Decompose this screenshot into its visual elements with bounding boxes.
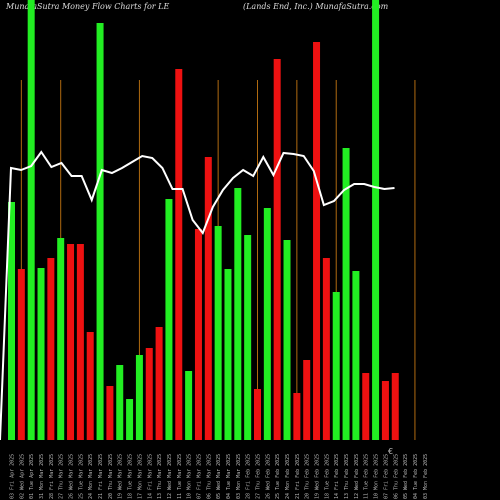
- x-tick-label: 10 Mon Feb 2025: [374, 454, 380, 499]
- inflow-bar: [224, 269, 232, 440]
- inflow-bar: [27, 0, 35, 440]
- inflow-bar: [372, 0, 380, 440]
- outflow-bar: [67, 244, 75, 440]
- x-tick-label: 05 Wed Mar 2025: [216, 454, 222, 499]
- x-tick-label: 14 Fri Mar 2025: [147, 454, 153, 499]
- axis-symbol: €: [388, 447, 393, 456]
- inflow-bar: [244, 235, 252, 440]
- x-tick-label: 31 Mon Mar 2025: [39, 454, 45, 499]
- outflow-bar: [86, 332, 94, 440]
- x-tick-label: 10 Mon Mar 2025: [187, 454, 193, 499]
- x-tick-label: 19 Wed Feb 2025: [315, 454, 321, 499]
- x-tick-label: 03 Mon Feb 2025: [423, 454, 429, 499]
- x-tick-label: 21 Fri Mar 2025: [98, 454, 104, 499]
- outflow-bar: [303, 360, 311, 440]
- outflow-bar: [76, 244, 84, 440]
- outflow-bar: [362, 373, 370, 440]
- x-tick-label: 24 Mon Feb 2025: [285, 454, 291, 499]
- x-tick-label: 28 Fri Mar 2025: [49, 454, 55, 499]
- inflow-bar: [135, 355, 143, 440]
- inflow-bar: [342, 148, 350, 440]
- x-tick-label: 11 Tue Mar 2025: [177, 454, 183, 499]
- chart-title: MunafaSutra Money Flow Charts for LE: [6, 2, 170, 11]
- inflow-bar: [234, 188, 242, 440]
- price-line: [0, 150, 395, 441]
- inflow-bar: [332, 292, 340, 440]
- x-tick-label: 07 Fri Feb 2025: [383, 454, 389, 499]
- outflow-bar: [106, 386, 114, 440]
- x-tick-label: 14 Fri Feb 2025: [334, 454, 340, 499]
- x-tick-label: 12 Wed Feb 2025: [354, 454, 360, 499]
- x-tick-label: 12 Wed Mar 2025: [167, 454, 173, 499]
- x-tick-label: 02 Wed Apr 2025: [19, 454, 25, 499]
- x-tick-label: 18 Tue Mar 2025: [128, 454, 134, 499]
- x-tick-label: 03 Fri Apr 2025: [10, 454, 16, 499]
- inflow-bar: [8, 202, 15, 440]
- x-tick-label: 03 Mon Mar 2025: [236, 454, 242, 499]
- x-tick-label: 13 Thu Mar 2025: [157, 454, 163, 499]
- outflow-bar: [47, 258, 55, 440]
- x-tick-label: 06 Thu Feb 2025: [393, 454, 399, 499]
- outflow-bar: [254, 389, 261, 440]
- outflow-bar: [293, 393, 301, 440]
- inflow-bar: [214, 226, 222, 440]
- outflow-bar: [391, 373, 399, 440]
- outflow-bar: [204, 157, 212, 440]
- inflow-bar: [57, 238, 65, 440]
- x-tick-label: 18 Tue Feb 2025: [324, 454, 330, 499]
- outflow-bar: [381, 381, 389, 440]
- x-tick-label: 06 Thu Mar 2025: [206, 454, 212, 499]
- x-tick-label: 17 Mon Mar 2025: [137, 454, 143, 499]
- outflow-bar: [145, 348, 153, 440]
- outflow-bar: [17, 269, 25, 440]
- inflow-bar: [165, 199, 173, 440]
- outflow-bar: [155, 327, 163, 440]
- x-tick-label: 27 Thu Mar 2025: [59, 454, 65, 499]
- inflow-bar: [37, 268, 45, 440]
- x-tick-label: 21 Fri Feb 2025: [295, 454, 301, 499]
- x-tick-label: 11 Tue Feb 2025: [364, 454, 370, 499]
- x-tick-label: 25 Tue Feb 2025: [275, 454, 281, 499]
- x-tick-label: 25 Tue Mar 2025: [78, 454, 84, 499]
- x-tick-label: 13 Thu Feb 2025: [344, 454, 350, 499]
- bars: [8, 0, 399, 440]
- chart-subtitle: (Lands End, Inc.) MunafaSutra.com: [243, 2, 389, 11]
- x-tick-label: 27 Thu Feb 2025: [256, 454, 262, 499]
- x-tick-labels: 03 Fri Apr 2025 02 Wed Apr 2025 01 Tue Apr…: [10, 454, 429, 499]
- x-tick-label: 20 Thu Feb 2025: [305, 454, 311, 499]
- inflow-bar: [116, 365, 124, 440]
- outflow-bar: [273, 59, 281, 440]
- outflow-bar: [322, 258, 330, 440]
- x-tick-label: 26 Wed Mar 2025: [69, 454, 75, 499]
- x-tick-label: 24 Mon Mar 2025: [88, 454, 94, 499]
- x-tick-label: 07 Fri Mar 2025: [196, 454, 202, 499]
- outflow-bar: [194, 229, 202, 440]
- inflow-bar: [283, 240, 291, 440]
- inflow-bar: [352, 271, 360, 440]
- outflow-bar: [313, 42, 321, 440]
- inflow-bar: [185, 371, 193, 440]
- outflow-bar: [175, 69, 183, 440]
- inflow-bar: [96, 23, 104, 440]
- x-tick-label: 04 Tue Mar 2025: [226, 454, 232, 499]
- x-tick-label: 01 Tue Apr 2025: [29, 454, 35, 499]
- x-tick-label: 20 Thu Mar 2025: [108, 454, 114, 499]
- x-tick-label: 05 Wed Feb 2025: [403, 454, 409, 499]
- inflow-bar: [126, 399, 134, 440]
- x-tick-label: 19 Wed Mar 2025: [118, 454, 124, 499]
- x-tick-label: 04 Tue Feb 2025: [413, 454, 419, 499]
- x-tick-label: 28 Fri Feb 2025: [246, 454, 252, 499]
- x-tick-label: 26 Wed Feb 2025: [265, 454, 271, 499]
- inflow-bar: [263, 208, 271, 440]
